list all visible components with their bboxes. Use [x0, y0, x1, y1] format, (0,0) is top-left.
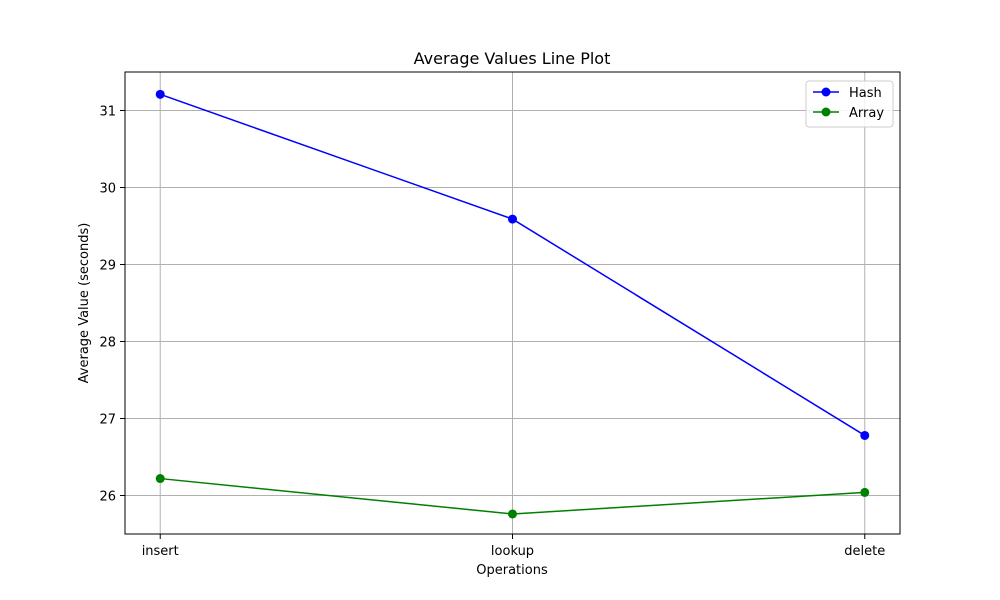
tick-layer: insert lookup delete 26 27 28 29 30 31 — [99, 105, 885, 560]
data-point-array — [860, 487, 870, 497]
legend-label-hash: Hash — [849, 86, 882, 101]
data-point-hash — [155, 89, 165, 99]
legend-label-array: Array — [849, 106, 884, 121]
legend: Hash Array — [805, 80, 894, 128]
y-axis-label: Average Value (seconds) — [77, 223, 92, 384]
y-tick-label: 28 — [99, 336, 116, 351]
legend-marker-array — [821, 107, 831, 117]
chart-title: Average Values Line Plot — [414, 49, 611, 68]
data-point-array — [508, 509, 517, 519]
y-tick-label: 29 — [99, 259, 116, 274]
series-layer — [155, 89, 870, 519]
y-tick-label: 30 — [99, 182, 116, 197]
y-tick-label: 31 — [99, 105, 116, 120]
y-tick-label: 26 — [99, 490, 116, 505]
y-tick-label: 27 — [99, 413, 116, 428]
data-point-array — [155, 474, 165, 484]
x-tick-label: lookup — [491, 544, 534, 559]
x-axis-label: Operations — [476, 563, 548, 578]
data-point-hash — [508, 214, 517, 224]
x-tick-label: delete — [844, 544, 885, 559]
data-point-hash — [860, 430, 870, 440]
legend-marker-hash — [821, 87, 831, 97]
x-tick-label: insert — [142, 544, 179, 559]
grid-layer — [125, 72, 900, 534]
